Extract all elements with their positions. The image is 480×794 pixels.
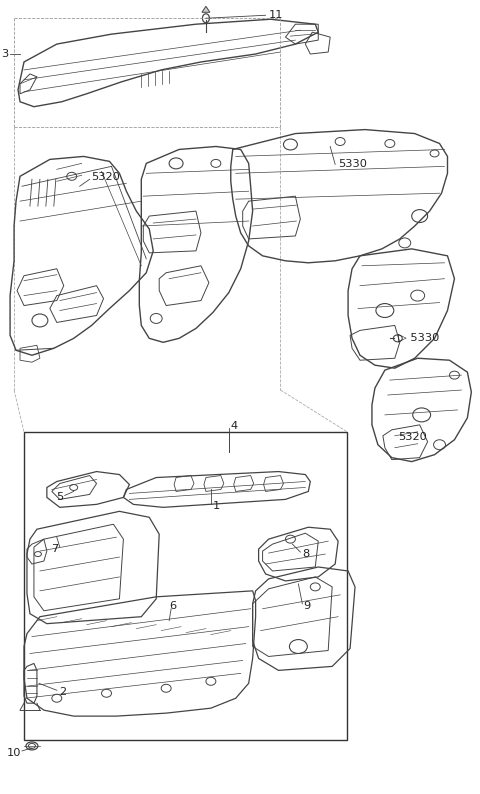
Text: 10: 10 (7, 748, 21, 758)
Text: 11: 11 (268, 10, 283, 21)
Text: 2: 2 (59, 688, 66, 697)
Text: 5320: 5320 (398, 432, 427, 441)
Text: ▷ 5330: ▷ 5330 (398, 333, 439, 342)
Text: 1: 1 (213, 501, 220, 511)
Text: 6: 6 (169, 601, 176, 611)
Text: 4: 4 (231, 421, 238, 431)
Text: 5330: 5330 (338, 160, 367, 169)
Text: 3: 3 (1, 49, 8, 59)
Text: 5320: 5320 (92, 172, 120, 183)
Text: 8: 8 (302, 549, 310, 559)
Text: 9: 9 (303, 601, 311, 611)
Bar (24, 432, 347, 740)
Text: 5: 5 (57, 492, 64, 503)
Polygon shape (202, 6, 210, 12)
Text: 7: 7 (51, 544, 59, 554)
